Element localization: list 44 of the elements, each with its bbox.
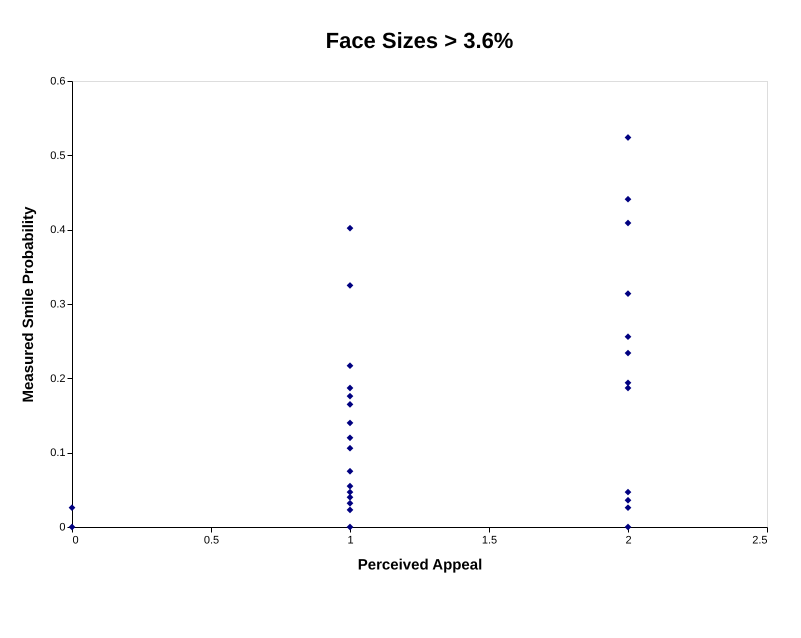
x-axis-title: Perceived Appeal	[358, 556, 482, 574]
point	[346, 224, 354, 232]
point	[346, 524, 354, 530]
point	[624, 488, 632, 496]
point	[346, 362, 354, 370]
point	[346, 392, 354, 400]
point	[346, 400, 354, 408]
point	[624, 220, 632, 226]
x-tick-label: 2.5	[752, 534, 768, 546]
point	[346, 506, 354, 514]
point	[346, 420, 354, 426]
point	[624, 134, 632, 141]
point	[346, 494, 354, 501]
x-tick-label: 1	[347, 534, 354, 546]
point	[346, 384, 354, 392]
point	[624, 290, 632, 297]
y-axis-title: Measured Smile Probability	[20, 206, 38, 402]
point	[68, 504, 76, 512]
point	[346, 434, 354, 442]
y-tick-label: 0.4	[50, 224, 66, 236]
y-tick-label: 0.3	[50, 298, 66, 310]
point	[346, 444, 354, 452]
point	[624, 379, 632, 386]
x-tick-label: 0	[72, 534, 79, 546]
y-tick-label: 0.6	[50, 76, 66, 88]
point	[346, 468, 354, 475]
x-tick-label: 1.5	[482, 534, 498, 546]
y-tick-label: 0.2	[50, 372, 66, 385]
point	[346, 482, 354, 490]
y-tick-label: 0.1	[50, 447, 66, 460]
y-tick-label: 0.5	[50, 150, 66, 162]
point	[624, 384, 632, 392]
point	[624, 350, 632, 356]
point	[346, 500, 354, 507]
x-tick-label: 2	[625, 534, 632, 546]
point	[624, 333, 632, 340]
point	[624, 196, 632, 203]
point	[624, 496, 632, 504]
x-tick-label: 0.5	[204, 534, 220, 546]
y-tick-label: 0	[59, 522, 66, 534]
point	[624, 504, 632, 512]
point	[346, 282, 354, 289]
chart-title: Face Sizes > 3.6%	[326, 28, 514, 53]
point	[624, 524, 632, 530]
